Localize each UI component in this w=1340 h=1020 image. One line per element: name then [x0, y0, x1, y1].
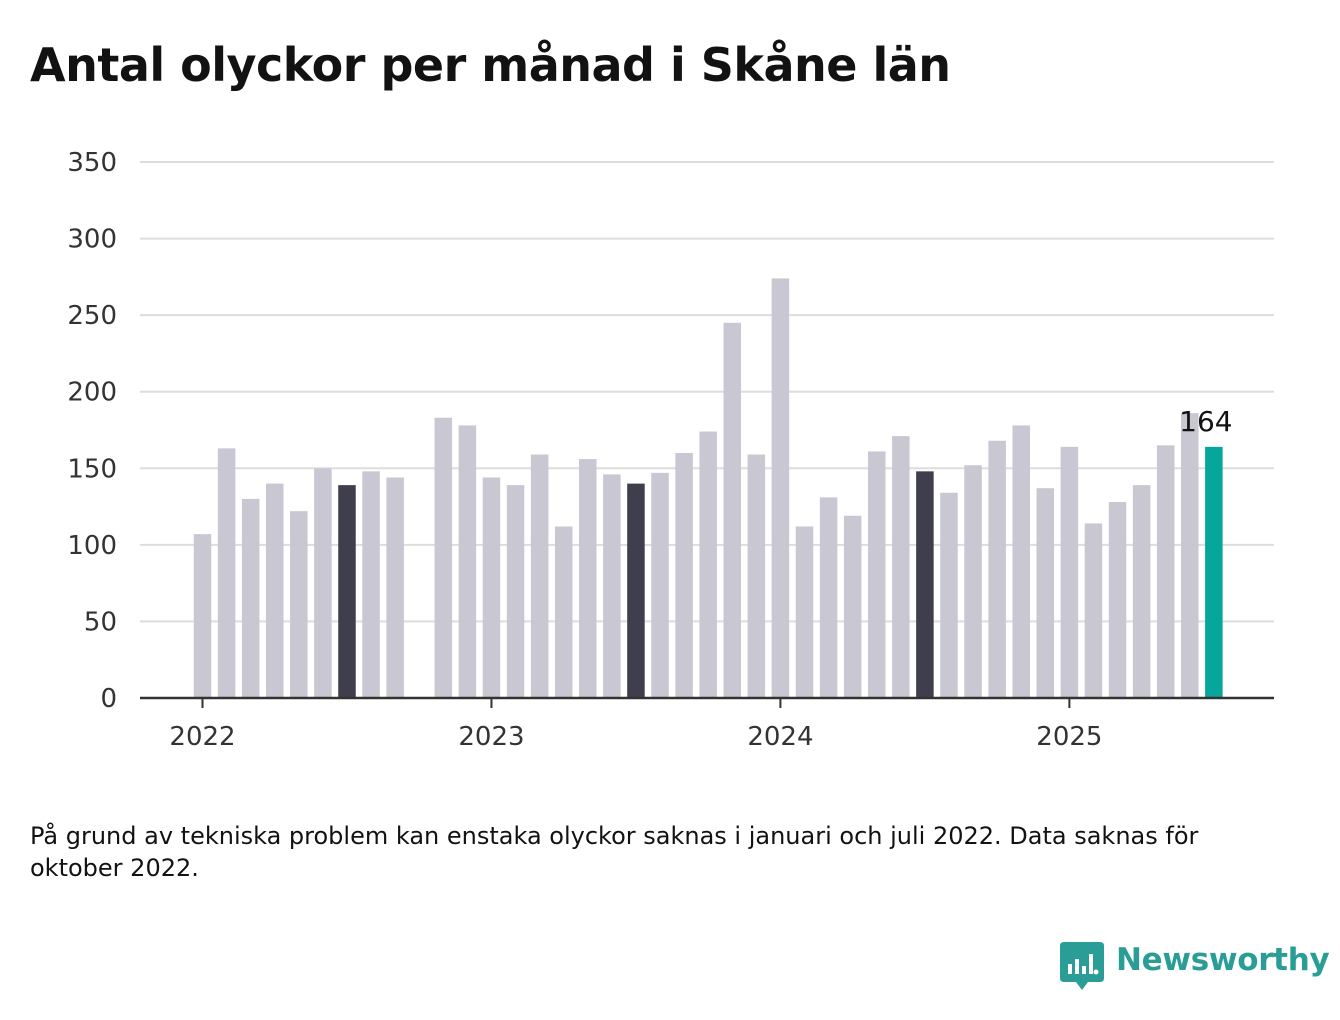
newsworthy-chart-bubble-icon [1060, 942, 1104, 990]
bar [651, 472, 669, 698]
annotations: 164 [1179, 405, 1232, 438]
bar [290, 511, 308, 698]
y-tick-label: 200 [67, 378, 117, 408]
bar [1205, 446, 1223, 698]
bar-chart: 0 50 100 150 200 250 300 350 2022 2023 2024 2025 1… [67, 148, 1274, 752]
footnote: På grund av tekniska problem kan enstaka… [30, 822, 1199, 882]
brand-logo: Newsworthy [1060, 940, 1330, 996]
y-tick-label: 150 [67, 454, 117, 484]
bar [217, 448, 236, 698]
y-axis-tick-labels: 0 50 100 150 200 250 300 350 [67, 148, 117, 714]
bar [434, 417, 453, 698]
bar [699, 431, 717, 698]
x-axis-tick-labels: 2022 2023 2024 2025 [169, 698, 1102, 752]
bar [723, 322, 742, 698]
x-tick-label: 2023 [458, 722, 524, 752]
bar [843, 515, 862, 698]
bar [892, 436, 910, 698]
bar [530, 454, 549, 698]
bar [1084, 523, 1103, 698]
bars [193, 278, 1223, 698]
bar [193, 534, 212, 698]
bar [867, 451, 886, 698]
y-tick-label: 100 [67, 531, 117, 561]
bar [940, 492, 958, 698]
bar [506, 485, 525, 698]
bar [314, 468, 332, 698]
bar [819, 497, 838, 698]
bar [988, 440, 1006, 698]
bar [386, 477, 404, 698]
data-label-latest: 164 [1179, 405, 1232, 438]
bar [265, 483, 284, 698]
bar [771, 278, 790, 698]
bar [458, 425, 477, 698]
bar [747, 454, 766, 698]
x-tick-label: 2022 [169, 722, 235, 752]
bar [241, 498, 260, 698]
bar [1012, 425, 1030, 698]
bar [338, 485, 356, 698]
bar [964, 465, 982, 698]
bar [627, 483, 645, 698]
y-tick-label: 50 [84, 607, 117, 637]
bar [1181, 413, 1199, 698]
bar [362, 471, 380, 698]
chart-title: Antal olyckor per månad i Skåne län [30, 38, 951, 92]
bar [795, 526, 814, 698]
bar [554, 526, 573, 698]
x-tick-label: 2025 [1036, 722, 1102, 752]
y-tick-label: 0 [100, 684, 117, 714]
bar [1108, 501, 1127, 698]
y-tick-label: 250 [67, 301, 117, 331]
bar [1156, 445, 1175, 698]
x-tick-label: 2024 [747, 722, 813, 752]
y-tick-label: 350 [67, 148, 117, 178]
bar [1132, 485, 1151, 698]
bar [675, 452, 693, 698]
y-tick-label: 300 [67, 225, 117, 255]
bar [579, 459, 597, 698]
bar [916, 471, 934, 698]
bar [1036, 488, 1055, 698]
bar [603, 474, 621, 698]
brand-name: Newsworthy [1116, 942, 1330, 978]
bar [482, 477, 501, 698]
bar [1060, 446, 1079, 698]
